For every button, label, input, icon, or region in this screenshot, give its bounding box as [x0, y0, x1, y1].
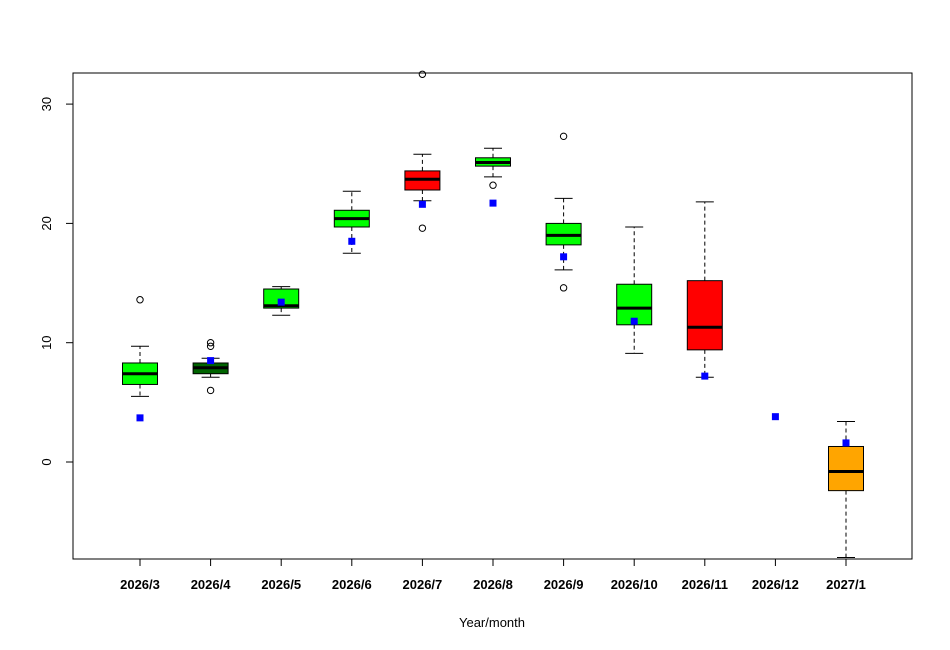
boxes-layer — [122, 70, 864, 558]
outlier-point — [559, 284, 568, 292]
box-group — [475, 147, 511, 207]
x-tick-label: 2026/5 — [261, 577, 301, 592]
x-tick-label: 2027/1 — [826, 577, 866, 592]
box-group — [192, 339, 229, 395]
marker-point — [418, 200, 426, 208]
box-group — [771, 413, 779, 421]
marker-point — [630, 317, 638, 325]
x-tick-label: 2026/3 — [120, 577, 160, 592]
marker-point — [348, 237, 356, 245]
y-tick-label: 0 — [39, 458, 54, 465]
marker-point — [771, 413, 779, 421]
outlier-point — [136, 296, 144, 304]
outlier-point — [489, 181, 497, 189]
box-group — [263, 286, 300, 316]
box-group — [828, 420, 864, 558]
y-tick-label: 20 — [39, 216, 54, 230]
x-tick-label: 2026/9 — [544, 577, 584, 592]
outlier-point — [418, 70, 427, 78]
outlier-point — [206, 339, 215, 347]
marker-point — [842, 439, 850, 447]
x-tick-label: 2026/6 — [332, 577, 372, 592]
marker-point — [489, 199, 497, 207]
marker-point — [207, 357, 215, 365]
box-group — [333, 190, 370, 254]
x-tick-label: 2026/4 — [191, 577, 232, 592]
x-tick-label: 2026/10 — [611, 577, 658, 592]
outlier-point — [418, 224, 427, 232]
x-tick-label: 2026/7 — [403, 577, 443, 592]
box-iqr — [828, 445, 864, 492]
x-axis-label: Year/month — [459, 615, 525, 630]
y-axis: 0 10 20 30 — [39, 97, 74, 466]
x-axis: 2026/3 2026/4 2026/5 2026/6 2026/7 2026/8 2026… — [120, 558, 866, 592]
marker-point — [136, 414, 144, 422]
box-group — [122, 296, 158, 422]
box-iqr — [686, 280, 723, 351]
box-group — [404, 70, 441, 232]
outlier-point — [206, 386, 215, 395]
box-group — [545, 132, 582, 292]
outlier-point — [559, 132, 568, 141]
box-group — [686, 201, 723, 380]
y-tick-label: 10 — [39, 335, 54, 349]
box-iqr — [263, 288, 300, 309]
outlier-point — [206, 342, 215, 350]
x-tick-label: 2026/11 — [682, 577, 728, 592]
y-tick-label: 30 — [39, 97, 54, 111]
plot-frame — [72, 72, 913, 560]
marker-point — [701, 372, 709, 380]
box-group — [616, 226, 653, 354]
x-tick-label: 2026/8 — [473, 577, 513, 592]
x-tick-label: 2026/12 — [752, 577, 799, 592]
marker-point — [277, 298, 285, 306]
marker-point — [560, 253, 568, 261]
